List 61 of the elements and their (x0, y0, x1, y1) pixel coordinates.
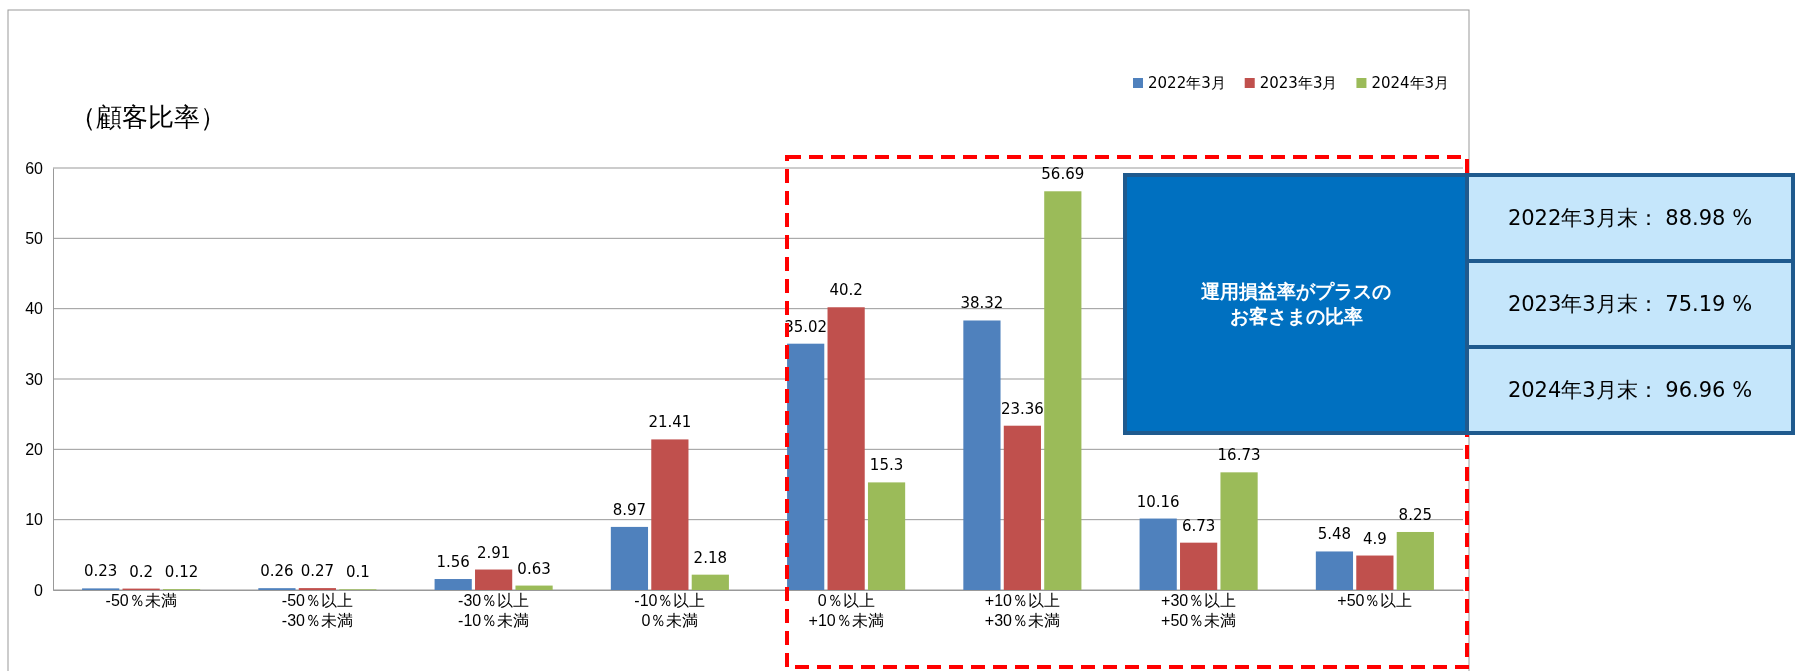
data-label: 6.73 (1181, 516, 1216, 535)
y-tick-label: 40 (25, 300, 44, 318)
legend-label: 2024年3月 (1371, 74, 1450, 92)
bar (963, 320, 1001, 590)
data-label: 40.2 (829, 281, 863, 300)
data-label: 0.63 (517, 559, 551, 578)
data-label: 56.69 (1041, 165, 1085, 184)
x-tick-label: 0％以上 +10％未満 (808, 592, 884, 629)
data-label: 2.18 (693, 548, 728, 567)
data-label: 5.48 (1317, 525, 1352, 544)
bar (867, 482, 906, 590)
bar (475, 569, 513, 590)
x-tick-label: -50％未満 (105, 592, 177, 609)
data-label: 0.1 (345, 563, 370, 582)
bar (515, 585, 553, 590)
data-label: 15.3 (869, 456, 904, 475)
y-tick-label: 0 (34, 581, 44, 599)
x-tick-label: -50％以上 -30％未満 (281, 592, 353, 629)
data-label: 0.26 (260, 562, 294, 581)
x-tick-label: -30％以上 -10％未満 (458, 592, 530, 629)
chart-title: （顧客比率） (70, 102, 226, 132)
y-tick-label: 20 (25, 440, 44, 458)
bar (787, 343, 825, 590)
data-label: 38.32 (960, 294, 1004, 313)
bar (1396, 531, 1434, 590)
annotation: 運用損益率がプラスのお客さまの比率 (1200, 279, 1391, 327)
bar (651, 439, 689, 590)
data-label: 0.2 (129, 562, 154, 581)
data-label: 16.73 (1217, 446, 1261, 465)
data-label: 0.23 (83, 562, 118, 581)
y-tick-label: 50 (25, 229, 44, 247)
bar (1044, 191, 1082, 590)
bar (827, 307, 865, 590)
bar (1315, 551, 1354, 590)
x-tick-label: -10％以上 0％未満 (634, 592, 706, 629)
legend-label: 2022年3月 (1148, 74, 1226, 92)
x-tick-label: +30％以上 +50％未満 (1161, 592, 1237, 629)
bar (1139, 518, 1177, 590)
data-label: 0.27 (300, 562, 335, 581)
data-label: 8.97 (612, 500, 647, 519)
data-label: 4.9 (1362, 529, 1387, 548)
y-tick-label: 30 (25, 370, 44, 388)
data-label: 21.41 (648, 413, 692, 432)
bar (1003, 425, 1041, 590)
x-tick-label: +10％以上 +30％未満 (984, 592, 1060, 629)
y-tick-label: 60 (25, 159, 44, 177)
legend-label: 2023年3月 (1259, 74, 1338, 92)
data-label: 10.16 (1136, 492, 1180, 511)
x-tick-label: +50％以上 (1337, 592, 1413, 609)
data-label: 2.91 (476, 543, 511, 562)
bar (1220, 472, 1258, 590)
data-label: 1.56 (436, 553, 470, 572)
data-label: 0.12 (164, 563, 199, 582)
bar (434, 579, 472, 590)
y-tick-label: 10 (25, 511, 44, 529)
bar (1356, 555, 1394, 590)
bar (691, 574, 729, 590)
bar (610, 526, 649, 590)
data-label: 23.36 (1000, 399, 1044, 418)
data-label: 8.25 (1398, 505, 1433, 524)
bar (1180, 542, 1218, 590)
